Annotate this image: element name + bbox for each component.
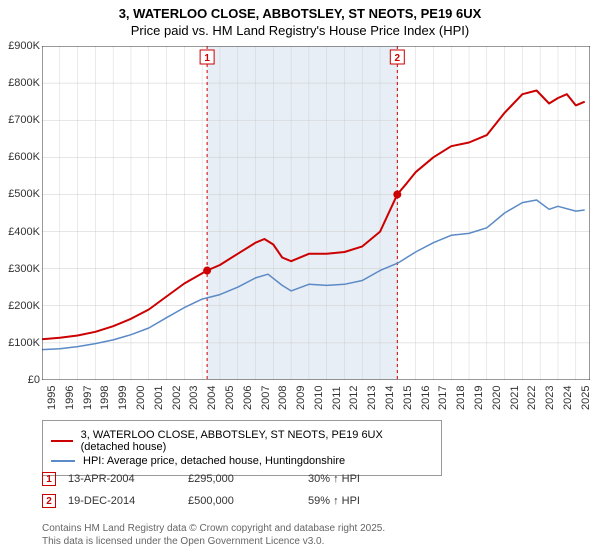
- y-tick-label: £100K: [0, 337, 40, 349]
- x-tick-label: 2021: [509, 386, 521, 410]
- x-tick-label: 2013: [366, 386, 378, 410]
- chart-title-line2: Price paid vs. HM Land Registry's House …: [0, 23, 600, 38]
- x-tick-label: 2018: [455, 386, 467, 410]
- sale-row: 1 13-APR-2004 £295,000 30% ↑ HPI: [42, 472, 428, 486]
- plot-area: 12: [42, 46, 590, 380]
- sale-marker-icon: 2: [42, 494, 56, 508]
- legend: 3, WATERLOO CLOSE, ABBOTSLEY, ST NEOTS, …: [42, 420, 442, 476]
- x-tick-label: 2023: [544, 386, 556, 410]
- x-tick-label: 2000: [135, 386, 147, 410]
- x-tick-label: 2012: [348, 386, 360, 410]
- x-tick-label: 2003: [188, 386, 200, 410]
- x-tick-label: 1996: [64, 386, 76, 410]
- y-tick-label: £200K: [0, 300, 40, 312]
- x-tick-label: 2015: [402, 386, 414, 410]
- x-tick-label: 2004: [206, 386, 218, 410]
- x-tick-label: 2016: [420, 386, 432, 410]
- title-block: 3, WATERLOO CLOSE, ABBOTSLEY, ST NEOTS, …: [0, 0, 600, 38]
- x-tick-label: 2022: [526, 386, 538, 410]
- x-tick-label: 2009: [295, 386, 307, 410]
- y-tick-label: £400K: [0, 226, 40, 238]
- sale-date: 13-APR-2004: [68, 473, 188, 485]
- legend-swatch: [51, 440, 73, 442]
- sale-delta: 59% ↑ HPI: [308, 495, 428, 507]
- x-tick-label: 1995: [46, 386, 58, 410]
- x-tick-label: 2005: [224, 386, 236, 410]
- x-tick-label: 2008: [277, 386, 289, 410]
- x-tick-label: 2019: [473, 386, 485, 410]
- x-tick-label: 2010: [313, 386, 325, 410]
- sale-date: 19-DEC-2014: [68, 495, 188, 507]
- sale-marker-icon: 1: [42, 472, 56, 486]
- sale-delta: 30% ↑ HPI: [308, 473, 428, 485]
- attribution-line: This data is licensed under the Open Gov…: [42, 535, 385, 548]
- x-tick-label: 2011: [331, 386, 343, 410]
- legend-item: HPI: Average price, detached house, Hunt…: [51, 455, 433, 467]
- x-tick-label: 2006: [242, 386, 254, 410]
- svg-text:1: 1: [204, 53, 210, 64]
- y-tick-label: £900K: [0, 40, 40, 52]
- x-tick-label: 2001: [153, 386, 165, 410]
- y-tick-label: £800K: [0, 77, 40, 89]
- y-tick-label: £0: [0, 374, 40, 386]
- x-tick-label: 2007: [260, 386, 272, 410]
- x-tick-label: 2014: [384, 386, 396, 410]
- x-tick-label: 1998: [99, 386, 111, 410]
- x-tick-label: 1999: [117, 386, 129, 410]
- x-tick-label: 2020: [491, 386, 503, 410]
- y-tick-label: £500K: [0, 188, 40, 200]
- svg-text:2: 2: [395, 53, 401, 64]
- legend-swatch: [51, 460, 75, 462]
- y-tick-label: £600K: [0, 151, 40, 163]
- legend-label: HPI: Average price, detached house, Hunt…: [83, 455, 345, 467]
- sale-price: £500,000: [188, 495, 308, 507]
- x-tick-label: 1997: [82, 386, 94, 410]
- x-tick-label: 2002: [171, 386, 183, 410]
- chart-title-line1: 3, WATERLOO CLOSE, ABBOTSLEY, ST NEOTS, …: [0, 6, 600, 21]
- legend-item: 3, WATERLOO CLOSE, ABBOTSLEY, ST NEOTS, …: [51, 429, 433, 453]
- attribution: Contains HM Land Registry data © Crown c…: [42, 522, 385, 548]
- chart-container: 3, WATERLOO CLOSE, ABBOTSLEY, ST NEOTS, …: [0, 0, 600, 560]
- x-tick-label: 2024: [562, 386, 574, 410]
- y-tick-label: £300K: [0, 263, 40, 275]
- chart-svg: 12: [42, 46, 590, 380]
- y-tick-label: £700K: [0, 114, 40, 126]
- x-tick-label: 2017: [437, 386, 449, 410]
- x-tick-label: 2025: [580, 386, 592, 410]
- attribution-line: Contains HM Land Registry data © Crown c…: [42, 522, 385, 535]
- legend-label: 3, WATERLOO CLOSE, ABBOTSLEY, ST NEOTS, …: [81, 429, 433, 453]
- sale-row: 2 19-DEC-2014 £500,000 59% ↑ HPI: [42, 494, 428, 508]
- sale-price: £295,000: [188, 473, 308, 485]
